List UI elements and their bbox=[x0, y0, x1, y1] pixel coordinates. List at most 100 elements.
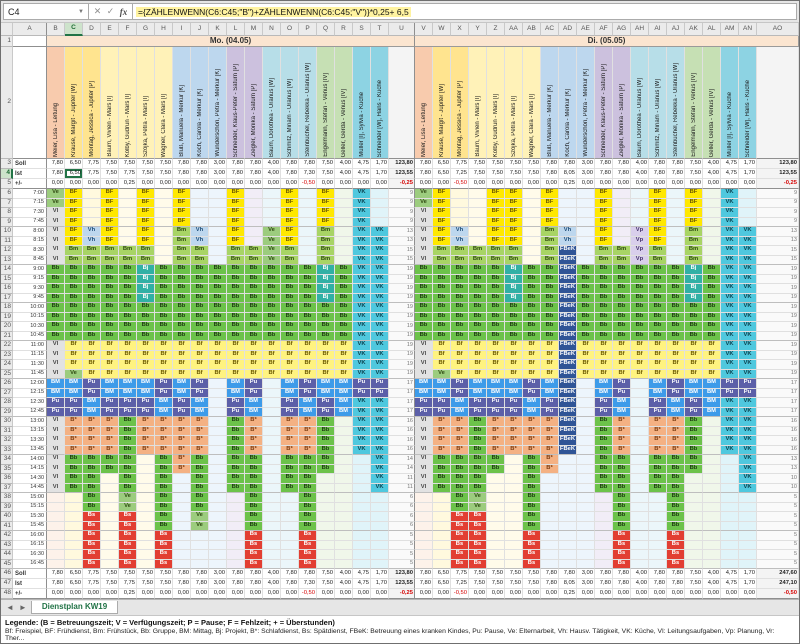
schedule-cell[interactable]: Bf bbox=[155, 350, 173, 360]
summary-value-cell[interactable]: 0,00 bbox=[577, 589, 595, 599]
cell-blank[interactable] bbox=[389, 47, 415, 159]
schedule-cell[interactable]: Bb bbox=[703, 322, 721, 332]
schedule-cell[interactable]: Bj bbox=[137, 274, 155, 284]
schedule-cell[interactable]: BF bbox=[317, 208, 335, 218]
schedule-cell[interactable] bbox=[523, 227, 541, 237]
schedule-cell[interactable]: Bb bbox=[119, 417, 137, 427]
day-header-mo[interactable]: Mo. (04.05) bbox=[47, 36, 415, 47]
schedule-cell[interactable]: Bb bbox=[649, 331, 667, 341]
schedule-cell[interactable]: Bf bbox=[209, 369, 227, 379]
schedule-cell[interactable] bbox=[335, 531, 353, 541]
schedule-cell[interactable]: Vl bbox=[47, 464, 65, 474]
schedule-cell[interactable]: Bb bbox=[191, 303, 209, 313]
schedule-cell[interactable]: Ve bbox=[415, 189, 433, 199]
schedule-cell[interactable] bbox=[83, 217, 101, 227]
schedule-cell[interactable] bbox=[281, 502, 299, 512]
schedule-cell[interactable]: FBeK bbox=[559, 445, 577, 455]
schedule-cell[interactable]: Bb bbox=[685, 455, 703, 465]
schedule-cell[interactable]: Bm bbox=[317, 227, 335, 237]
summary-value-cell[interactable]: 4,00 bbox=[703, 169, 721, 179]
schedule-cell[interactable] bbox=[209, 559, 227, 569]
schedule-cell[interactable] bbox=[541, 502, 559, 512]
schedule-cell[interactable]: Bj bbox=[505, 293, 523, 303]
schedule-cell[interactable] bbox=[209, 379, 227, 389]
schedule-cell[interactable] bbox=[209, 417, 227, 427]
schedule-cell[interactable]: VK bbox=[721, 227, 739, 237]
schedule-cell[interactable]: Bs bbox=[451, 540, 469, 550]
schedule-cell[interactable] bbox=[137, 559, 155, 569]
staff-count-cell[interactable]: 16 bbox=[757, 436, 799, 446]
schedule-cell[interactable]: Bb bbox=[577, 284, 595, 294]
schedule-cell[interactable]: BM bbox=[613, 407, 631, 417]
summary-value-cell[interactable]: 4,75 bbox=[353, 579, 371, 589]
summary-value-cell[interactable]: 0,00 bbox=[595, 179, 613, 189]
schedule-cell[interactable]: VK bbox=[721, 255, 739, 265]
schedule-cell[interactable] bbox=[209, 246, 227, 256]
schedule-cell[interactable] bbox=[317, 493, 335, 503]
staff-count-cell[interactable]: 16 bbox=[757, 417, 799, 427]
schedule-cell[interactable]: VK bbox=[739, 436, 757, 446]
schedule-cell[interactable]: Bb bbox=[191, 274, 209, 284]
schedule-cell[interactable]: VK bbox=[739, 274, 757, 284]
schedule-cell[interactable]: Bj bbox=[685, 265, 703, 275]
schedule-cell[interactable]: Bm bbox=[541, 246, 559, 256]
schedule-cell[interactable]: Bb bbox=[649, 474, 667, 484]
schedule-cell[interactable]: Pu bbox=[173, 407, 191, 417]
row-header-7[interactable]: 7 bbox=[1, 198, 13, 208]
schedule-cell[interactable]: VK bbox=[721, 350, 739, 360]
schedule-cell[interactable]: B* bbox=[281, 417, 299, 427]
schedule-cell[interactable]: Bb bbox=[101, 274, 119, 284]
schedule-cell[interactable]: Bj bbox=[317, 293, 335, 303]
schedule-cell[interactable]: Pu bbox=[227, 398, 245, 408]
schedule-cell[interactable]: Bf bbox=[523, 369, 541, 379]
schedule-cell[interactable]: VK bbox=[739, 474, 757, 484]
schedule-cell[interactable]: Bf bbox=[263, 360, 281, 370]
row-header-13[interactable]: 13 bbox=[1, 255, 13, 265]
schedule-cell[interactable] bbox=[487, 512, 505, 522]
schedule-cell[interactable]: B* bbox=[523, 417, 541, 427]
schedule-cell[interactable]: FBeK bbox=[559, 322, 577, 332]
schedule-cell[interactable] bbox=[721, 483, 739, 493]
schedule-cell[interactable] bbox=[335, 217, 353, 227]
summary-value-cell[interactable]: -0,50 bbox=[299, 589, 317, 599]
schedule-cell[interactable] bbox=[47, 559, 65, 569]
schedule-cell[interactable] bbox=[335, 255, 353, 265]
summary-value-cell[interactable]: 0,00 bbox=[541, 179, 559, 189]
summary-value-cell[interactable]: 7,50 bbox=[101, 159, 119, 169]
employee-name-cell[interactable]: Krause, Margit - Jupiter [W] bbox=[433, 47, 451, 159]
employee-name-cell[interactable]: Steinbüchel, Rebekka - Uranus [W] bbox=[667, 47, 685, 159]
schedule-cell[interactable]: BF bbox=[137, 236, 155, 246]
schedule-cell[interactable] bbox=[65, 559, 83, 569]
schedule-cell[interactable]: Bm bbox=[137, 246, 155, 256]
schedule-cell[interactable]: Bb bbox=[263, 303, 281, 313]
schedule-cell[interactable]: Bb bbox=[65, 303, 83, 313]
schedule-cell[interactable] bbox=[703, 189, 721, 199]
schedule-cell[interactable] bbox=[245, 198, 263, 208]
summary-value-cell[interactable]: 0,00 bbox=[317, 179, 335, 189]
schedule-cell[interactable]: Bb bbox=[317, 331, 335, 341]
schedule-cell[interactable]: Bb bbox=[299, 483, 317, 493]
schedule-cell[interactable]: Vl bbox=[415, 445, 433, 455]
row-header-46[interactable]: 46 bbox=[1, 569, 13, 579]
schedule-cell[interactable] bbox=[227, 559, 245, 569]
staff-count-cell[interactable]: 19 bbox=[389, 274, 415, 284]
column-header-P[interactable]: P bbox=[299, 23, 317, 36]
summary-value-cell[interactable]: 0,00 bbox=[209, 589, 227, 599]
schedule-cell[interactable]: Bf bbox=[119, 360, 137, 370]
schedule-cell[interactable]: Bb bbox=[703, 293, 721, 303]
schedule-cell[interactable] bbox=[137, 464, 155, 474]
schedule-cell[interactable]: Bb bbox=[83, 303, 101, 313]
schedule-cell[interactable] bbox=[353, 512, 371, 522]
schedule-cell[interactable] bbox=[317, 531, 335, 541]
schedule-cell[interactable] bbox=[631, 531, 649, 541]
schedule-cell[interactable]: Bm bbox=[487, 246, 505, 256]
summary-value-cell[interactable]: 7,30 bbox=[299, 169, 317, 179]
summary-value-cell[interactable]: 0,00 bbox=[173, 589, 191, 599]
schedule-cell[interactable] bbox=[469, 189, 487, 199]
schedule-cell[interactable]: Bb bbox=[209, 265, 227, 275]
staff-count-cell[interactable]: 5 bbox=[757, 559, 799, 569]
day-total-cell[interactable]: -0,25 bbox=[389, 179, 415, 189]
schedule-cell[interactable] bbox=[577, 531, 595, 541]
summary-value-cell[interactable]: 7,80 bbox=[415, 159, 433, 169]
schedule-cell[interactable]: Bb bbox=[155, 474, 173, 484]
